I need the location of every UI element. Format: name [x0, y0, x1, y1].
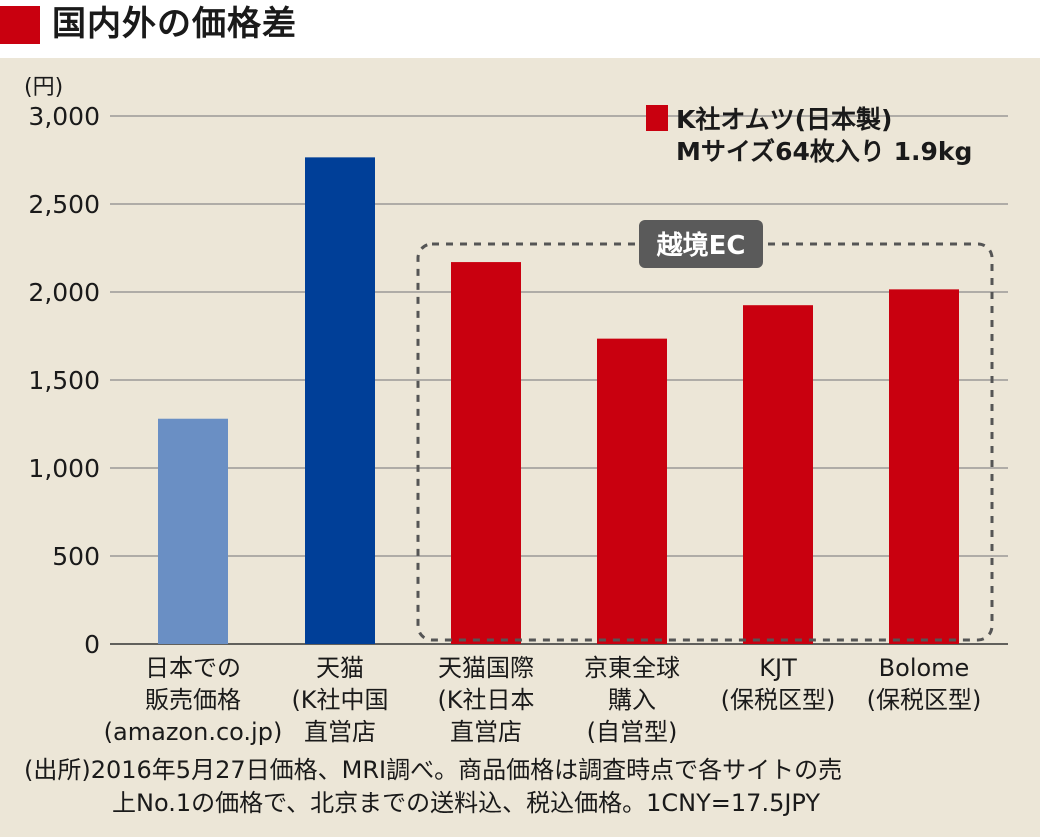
x-category-label: 日本での	[145, 654, 241, 682]
x-category-label: 天猫	[316, 654, 364, 682]
y-tick-label: 2,500	[28, 190, 100, 219]
y-tick-label: 1,000	[28, 454, 100, 483]
x-category-label: 販売価格	[145, 686, 241, 714]
y-tick-label: 3,000	[28, 102, 100, 131]
bar-chart: (円) 0 500 1,000 1,500 2,000 2,500 3,000 越境EC K社オム…	[24, 75, 1008, 746]
x-category-label: KJT	[759, 654, 797, 682]
source-note: (出所)2016年5月27日価格、MRI調べ。商品価格は調査時点で各サイトの売 …	[24, 754, 1024, 820]
y-tick-label: 0	[84, 630, 100, 659]
bar	[451, 262, 521, 644]
x-category-label: (保税区型)	[721, 686, 836, 714]
y-tick-label: 1,500	[28, 366, 100, 395]
source-note-line2: 上No.1の価格で、北京までの送料込、税込価格。1CNY=17.5JPY	[112, 789, 821, 817]
title-accent-mark	[0, 6, 40, 44]
legend-swatch	[646, 105, 668, 131]
x-category-label: (amazon.co.jp)	[104, 718, 283, 746]
bar	[305, 157, 375, 645]
x-category-label: 天猫国際	[438, 654, 534, 682]
bar	[597, 338, 667, 644]
x-category-label: Bolome	[879, 654, 970, 682]
y-axis-unit-label: (円)	[24, 75, 63, 100]
bar	[743, 305, 813, 644]
legend-label-line2: Mサイズ64枚入り 1.9kg	[676, 137, 972, 166]
x-category-label: (保税区型)	[867, 686, 982, 714]
x-category-label: 直営店	[304, 718, 376, 746]
group-label-text: 越境EC	[657, 230, 746, 261]
group-label-badge	[639, 220, 763, 268]
bar	[889, 289, 959, 644]
x-category-label: (自営型)	[587, 718, 678, 746]
legend-label-line1: K社オムツ(日本製)	[676, 105, 892, 134]
x-category-label: 購入	[608, 686, 656, 714]
x-category-label: 直営店	[450, 718, 522, 746]
source-note-line1: (出所)2016年5月27日価格、MRI調べ。商品価格は調査時点で各サイトの売	[24, 756, 843, 784]
y-tick-label: 2,000	[28, 278, 100, 307]
chart-title: 国内外の価格差	[52, 4, 297, 44]
x-category-label: (K社日本	[437, 686, 534, 714]
x-category-label: 京東全球	[584, 654, 680, 682]
y-tick-label: 500	[52, 542, 100, 571]
x-category-label: (K社中国	[291, 686, 388, 714]
header: 国内外の価格差	[0, 0, 1040, 58]
chart-area: (円) 0 500 1,000 1,500 2,000 2,500 3,000 越境EC K社オム…	[0, 58, 1040, 837]
bar	[158, 418, 228, 644]
